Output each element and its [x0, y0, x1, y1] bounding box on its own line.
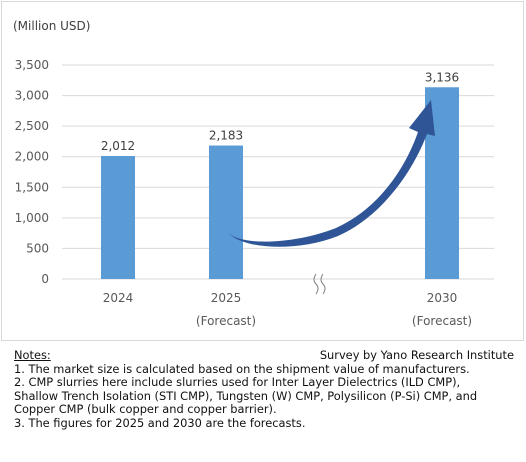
x-category-label: 2030 [427, 291, 458, 305]
axis-break-mark [313, 273, 319, 295]
source-credit: Survey by Yano Research Institute [319, 348, 514, 362]
y-tick-label: 2,000 [15, 150, 49, 164]
note-line: 1. The market size is calculated based o… [14, 361, 470, 376]
bar [101, 155, 135, 279]
y-tick-label: 3,000 [15, 89, 49, 103]
market-size-bar-chart: (Million USD) 0 500 1,000 1,500 2,000 2,500 3,… [13, 19, 494, 328]
notes-title: Notes: [14, 348, 51, 362]
chart-frame [1, 1, 524, 341]
x-category-sublabel: (Forecast) [412, 314, 472, 328]
x-category-sublabel: (Forecast) [196, 314, 256, 328]
axis-break-mark [320, 273, 326, 295]
note-line: Shallow Trench Isolation (STI CMP), Tung… [14, 388, 478, 403]
trend-arrow [226, 100, 435, 247]
data-label: 3,136 [425, 70, 459, 84]
y-tick-label: 1,000 [15, 211, 49, 225]
unit-label: (Million USD) [13, 19, 90, 33]
y-tick-label: 2,500 [15, 119, 49, 133]
note-line: 3. The figures for 2025 and 2030 are the… [14, 415, 306, 430]
y-tick-label: 0 [41, 272, 49, 286]
notes-section: Notes: Survey by Yano Research Institute… [14, 348, 516, 431]
bar [209, 145, 243, 279]
y-tick-label: 3,500 [15, 58, 49, 72]
y-tick-label: 500 [26, 241, 49, 255]
data-label: 2,183 [209, 129, 243, 143]
note-line: Copper CMP (bulk copper and copper barri… [14, 402, 277, 417]
x-category-label: 2025 [211, 291, 242, 305]
data-label: 2,012 [101, 139, 135, 153]
y-tick-label: 1,500 [15, 180, 49, 194]
note-line: 2. CMP slurries here include slurries us… [14, 375, 461, 390]
x-category-label: 2024 [103, 291, 134, 305]
